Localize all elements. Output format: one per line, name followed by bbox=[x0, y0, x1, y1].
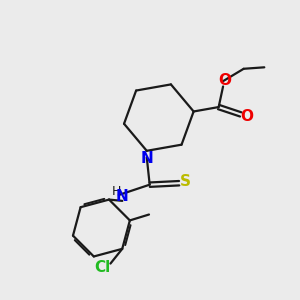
Text: O: O bbox=[241, 109, 254, 124]
Text: H: H bbox=[112, 185, 121, 198]
Text: Cl: Cl bbox=[94, 260, 110, 274]
Text: N: N bbox=[140, 151, 153, 166]
Text: N: N bbox=[116, 189, 129, 204]
Text: S: S bbox=[180, 174, 191, 189]
Text: O: O bbox=[218, 73, 231, 88]
